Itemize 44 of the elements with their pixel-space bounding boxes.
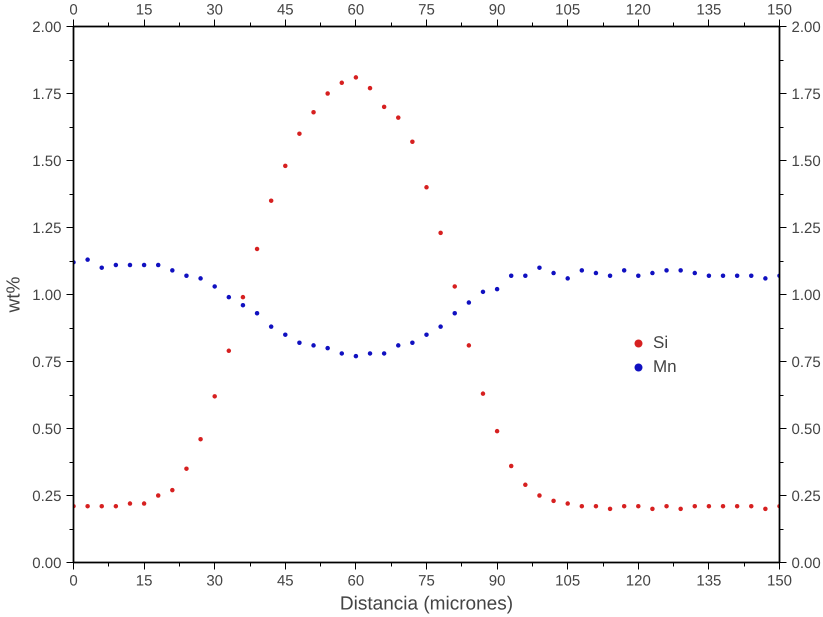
y2-tick-label: 0.50 [792, 421, 821, 438]
y2-tick-label: 0.00 [792, 555, 821, 572]
y2-tick-label: 0.75 [792, 354, 821, 371]
x2-tick-label: 60 [348, 572, 364, 590]
x2-tick-label: 135 [696, 572, 722, 590]
y2-tick-label: 1.00 [792, 287, 821, 304]
legend-label: Si [653, 333, 670, 353]
x-tick-label: 45 [276, 2, 294, 18]
legend-label: Mn [653, 357, 677, 377]
x2-tick-label: 30 [206, 572, 224, 590]
y2-tick-label: 0.25 [792, 488, 821, 505]
x2-tick-label: 150 [766, 572, 792, 590]
x-axis-title: Distancia (micrones) [340, 594, 514, 614]
x2-tick-label: 90 [488, 572, 506, 590]
x2-tick-label: 120 [626, 572, 651, 590]
y-tick-label: 0.75 [32, 354, 62, 371]
x-tick-label: 75 [418, 2, 435, 18]
x-tick-label: 30 [206, 2, 224, 18]
y2-tick-label: 1.25 [792, 220, 821, 237]
y-tick-label: 0.00 [32, 555, 62, 572]
x-tick-label: 150 [766, 2, 792, 18]
y-tick-label: 0.50 [32, 421, 62, 438]
x2-tick-label: 75 [418, 572, 435, 590]
y2-tick-label: 1.75 [792, 86, 821, 103]
y-tick-label: 0.25 [32, 488, 62, 505]
y-tick-label: 1.50 [32, 153, 62, 170]
y-tick-label: 1.25 [32, 220, 62, 237]
x2-tick-label: 0 [69, 572, 78, 590]
x-tick-label: 15 [136, 2, 152, 18]
y2-tick-label: 1.50 [792, 153, 821, 170]
x2-tick-label: 105 [555, 572, 580, 590]
x2-tick-label: 45 [276, 572, 294, 590]
y-tick-label: 2.00 [32, 19, 62, 36]
x-tick-label: 0 [69, 2, 78, 18]
x-tick-label: 120 [626, 2, 651, 18]
y-tick-label: 1.00 [32, 287, 62, 304]
x-tick-label: 135 [696, 2, 722, 18]
x-tick-label: 105 [555, 2, 580, 18]
y2-tick-label: 2.00 [792, 19, 821, 36]
x-tick-label: 90 [488, 2, 506, 18]
x2-tick-label: 15 [136, 572, 152, 590]
x-tick-label: 60 [348, 2, 364, 18]
y-axis-title: wt% [3, 276, 24, 314]
y-tick-label: 1.75 [32, 86, 62, 103]
